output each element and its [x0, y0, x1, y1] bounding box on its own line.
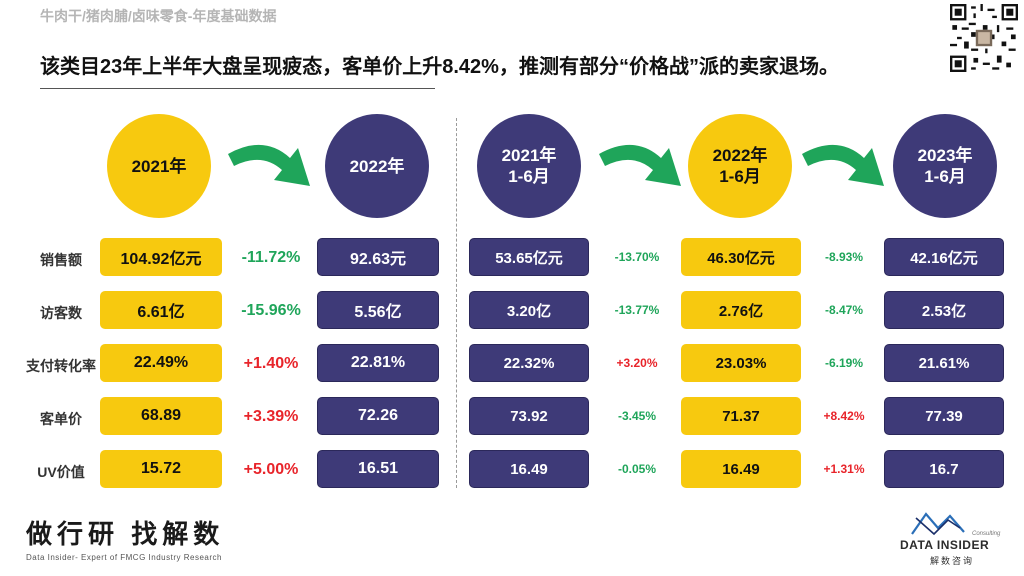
arrow-right-icon: [228, 144, 310, 186]
period-circle-2021: 2021年: [107, 114, 211, 218]
row-label-uv-value: UV价值: [37, 464, 85, 480]
delta-b-conversion: -6.19%: [824, 356, 864, 370]
delta-left-sales: -11.72%: [241, 249, 301, 266]
row-label-sales: 销售额: [40, 252, 82, 268]
value-2021h1-avg-order: 73.92: [469, 397, 589, 435]
delta-left-uv-value: +5.00%: [243, 461, 299, 478]
qr-code-icon: [950, 4, 1018, 72]
delta-a-uv-value: -0.05%: [617, 462, 657, 476]
arrow-right-icon: [802, 144, 884, 186]
page-subtitle: 牛肉干/猪肉脯/卤味零食-年度基础数据: [40, 8, 277, 24]
value-2023h1-uv-value: 16.7: [884, 450, 1004, 488]
value-2022-visitors: 5.56亿: [317, 291, 439, 329]
period-circle-2022-h1: 2022年 1-6月: [688, 114, 792, 218]
delta-left-conversion: +1.40%: [243, 355, 299, 372]
value-2021-avg-order: 68.89: [100, 397, 222, 435]
value-2021-visitors: 6.61亿: [100, 291, 222, 329]
row-label-visitors: 访客数: [40, 305, 82, 321]
value-2021-sales: 104.92亿元: [100, 238, 222, 276]
delta-b-sales: -8.93%: [824, 250, 864, 264]
row-label-conversion: 支付转化率: [26, 358, 96, 374]
value-2022-avg-order: 72.26: [317, 397, 439, 435]
value-2022-sales: 92.63元: [317, 238, 439, 276]
value-2021-conversion: 22.49%: [100, 344, 222, 382]
value-2021h1-visitors: 3.20亿: [469, 291, 589, 329]
delta-a-conversion: +3.20%: [616, 356, 658, 370]
value-2023h1-avg-order: 77.39: [884, 397, 1004, 435]
data-insider-logo-icon: [911, 512, 965, 536]
logo-chinese-name: 解数咨询: [930, 556, 975, 566]
value-2022h1-sales: 46.30亿元: [681, 238, 801, 276]
value-2022-conversion: 22.81%: [317, 344, 439, 382]
page-headline: 该类目23年上半年大盘呈现疲态，客单价上升8.42%，推测有部分“价格战”派的卖…: [40, 56, 839, 78]
brand-tagline: Data Insider- Expert of FMCG Industry Re…: [26, 553, 222, 562]
value-2022-uv-value: 16.51: [317, 450, 439, 488]
logo-wordmark: DATA INSIDER: [900, 538, 990, 552]
logo-consulting-text: Consulting: [972, 531, 1001, 537]
value-2021h1-uv-value: 16.49: [469, 450, 589, 488]
period-circle-2022: 2022年: [325, 114, 429, 218]
value-2023h1-conversion: 21.61%: [884, 344, 1004, 382]
panel-separator: [456, 118, 457, 488]
value-2022h1-visitors: 2.76亿: [681, 291, 801, 329]
delta-left-avg-order: +3.39%: [243, 408, 299, 425]
period-circle-2023-h1: 2023年 1-6月: [893, 114, 997, 218]
headline-underline: [40, 88, 435, 89]
delta-b-uv-value: +1.31%: [823, 462, 865, 476]
value-2021h1-sales: 53.65亿元: [469, 238, 589, 276]
value-2023h1-sales: 42.16亿元: [884, 238, 1004, 276]
value-2022h1-conversion: 23.03%: [681, 344, 801, 382]
value-2022h1-avg-order: 71.37: [681, 397, 801, 435]
arrow-right-icon: [599, 144, 681, 186]
period-circle-2021-h1: 2021年 1-6月: [477, 114, 581, 218]
row-label-avg-order: 客单价: [40, 411, 82, 427]
delta-a-visitors: -13.77%: [614, 303, 660, 317]
brand-slogan: 做行研 找解数: [26, 519, 225, 549]
delta-a-avg-order: -3.45%: [617, 409, 657, 423]
value-2021-uv-value: 15.72: [100, 450, 222, 488]
value-2022h1-uv-value: 16.49: [681, 450, 801, 488]
value-2021h1-conversion: 22.32%: [469, 344, 589, 382]
delta-b-visitors: -8.47%: [824, 303, 864, 317]
delta-b-avg-order: +8.42%: [823, 409, 865, 423]
value-2023h1-visitors: 2.53亿: [884, 291, 1004, 329]
delta-a-sales: -13.70%: [614, 250, 660, 264]
delta-left-visitors: -15.96%: [241, 302, 301, 319]
